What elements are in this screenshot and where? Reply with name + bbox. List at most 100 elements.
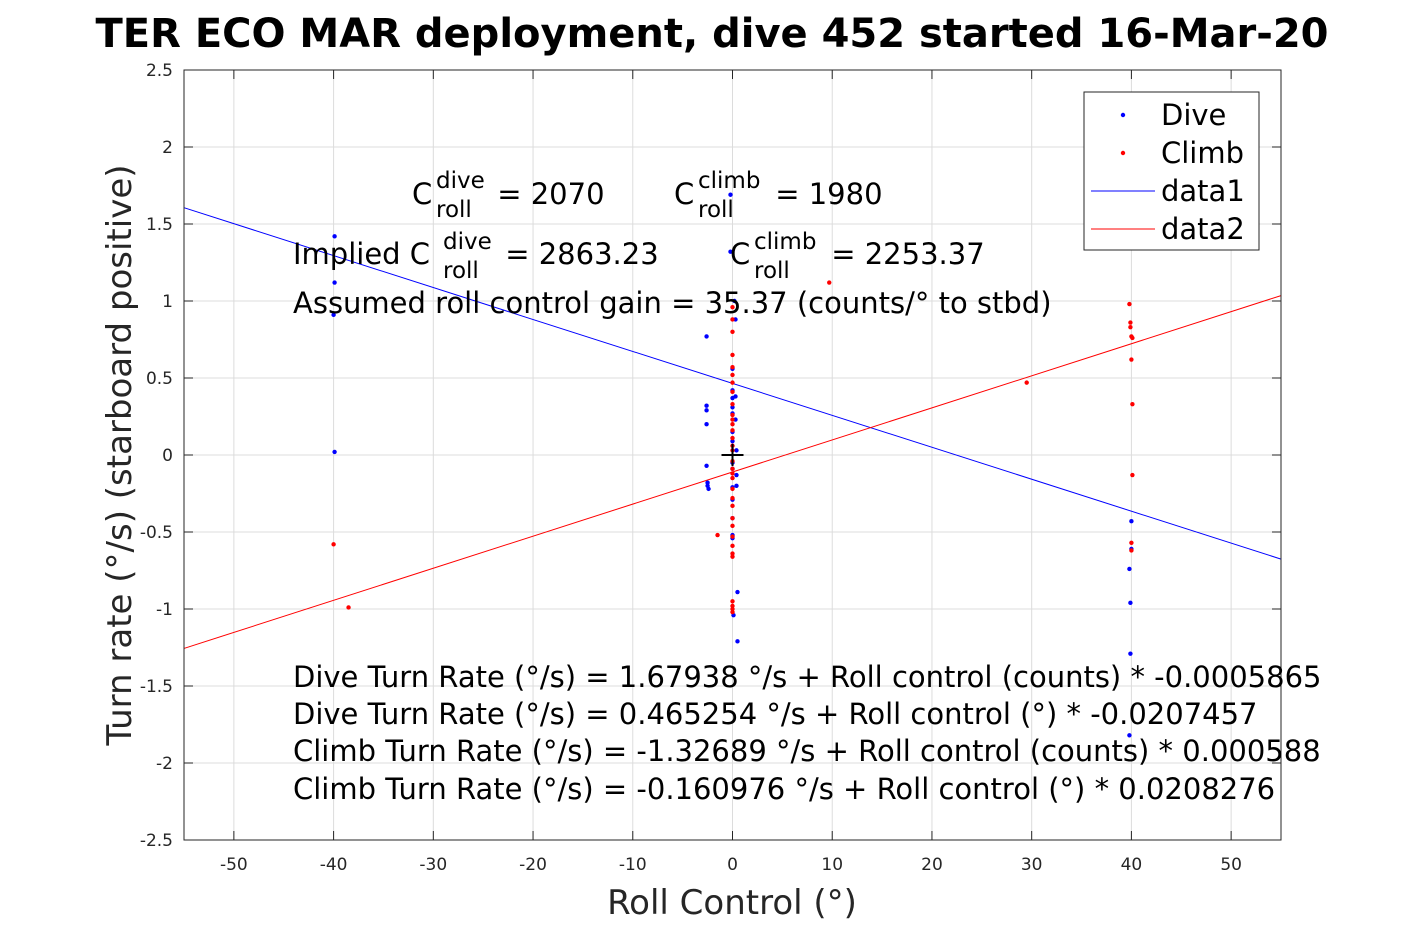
point-climb [730, 422, 735, 427]
point-climb [730, 475, 735, 481]
legend-label-dive: Dive [1161, 98, 1226, 132]
point-dive [704, 403, 709, 408]
point-dive [332, 280, 337, 285]
x-tick-label: -10 [619, 855, 647, 875]
x-tick-label: 20 [921, 855, 943, 875]
x-tick-label: 0 [727, 855, 738, 875]
point-climb [730, 304, 735, 310]
point-climb [730, 428, 735, 433]
x-tick-label: -20 [519, 855, 547, 875]
point-dive [734, 448, 739, 453]
point-climb [730, 551, 735, 556]
point-climb [730, 599, 735, 604]
point-dive [1127, 566, 1132, 572]
x-tick-label: -50 [220, 855, 248, 875]
x-tick-label: 40 [1121, 855, 1143, 875]
y-tick-label: -1 [156, 600, 173, 620]
annotation-eq-1: Dive Turn Rate (°/s) = 1.67938 °/s + Rol… [293, 660, 1321, 694]
x-tick-label: 10 [821, 855, 843, 875]
y-tick-label: -1.5 [140, 677, 173, 697]
point-dive [705, 480, 710, 485]
point-dive [704, 463, 709, 468]
point-climb [730, 554, 735, 559]
x-axis-label: Roll Control (°) [607, 883, 857, 923]
point-dive [730, 405, 735, 410]
c-dive-base: C [412, 177, 432, 211]
annotation-implied-dive: Implied C dive roll = 2863.23 [293, 229, 659, 284]
point-dive [728, 192, 733, 197]
point-climb [730, 352, 735, 358]
implied-dive-sub: roll [443, 258, 479, 284]
y-tick-label: -2 [156, 754, 173, 774]
point-dive [704, 422, 709, 427]
legend-label-data1: data1 [1161, 174, 1245, 208]
annotation-gain: Assumed roll control gain = 35.37 (count… [293, 286, 1052, 320]
y-tick-label: 1.5 [146, 215, 173, 235]
point-climb [730, 523, 735, 529]
point-dive [1128, 651, 1133, 656]
implied-climb-sup: climb [754, 229, 816, 255]
implied-dive-value: = 2863.23 [496, 237, 659, 271]
point-climb [1127, 301, 1132, 307]
point-climb [1128, 320, 1133, 325]
c-climb-base: C [674, 177, 694, 211]
point-climb [1130, 401, 1135, 407]
point-climb [715, 532, 720, 538]
point-climb [730, 495, 735, 501]
implied-climb-base: C [730, 237, 750, 271]
c-dive-value: = 2070 [488, 177, 605, 211]
point-climb [730, 317, 735, 322]
point-dive [332, 234, 337, 239]
point-dive [1128, 600, 1133, 606]
point-climb [1128, 324, 1133, 330]
legend-marker-climb [1120, 150, 1126, 156]
point-climb [1129, 548, 1134, 553]
point-dive [728, 249, 733, 254]
point-dive [704, 334, 709, 339]
point-dive [332, 449, 337, 455]
annotation-c-dive: C dive roll = 2070 [412, 168, 605, 223]
point-climb [730, 471, 735, 476]
point-dive [331, 312, 336, 318]
y-tick-label: 0 [162, 446, 173, 466]
point-climb [730, 543, 735, 549]
point-dive [732, 298, 737, 304]
annotation-c-climb: C climb roll = 1980 [674, 168, 883, 223]
y-tick-label: 2 [162, 138, 173, 158]
implied-climb-sub: roll [754, 258, 790, 284]
y-axis-label: Turn rate (°/s) (starboard positive) [100, 164, 140, 746]
point-climb [1024, 380, 1029, 385]
point-dive [1127, 733, 1132, 738]
point-climb [730, 603, 735, 609]
implied-dive-sup: dive [443, 229, 492, 255]
point-climb [730, 365, 735, 370]
point-climb [730, 515, 735, 521]
point-climb [730, 389, 735, 395]
point-climb [730, 417, 735, 422]
point-climb [730, 329, 735, 334]
point-climb [730, 609, 735, 615]
chart-title: TER ECO MAR deployment, dive 452 started… [95, 11, 1328, 57]
point-climb [1130, 335, 1135, 341]
point-dive [733, 394, 738, 399]
data-points [331, 192, 1135, 738]
point-climb [730, 435, 735, 441]
point-climb [730, 380, 735, 385]
point-climb [1129, 357, 1134, 362]
point-climb [730, 486, 735, 492]
point-climb [346, 605, 351, 610]
point-climb [730, 534, 735, 539]
y-tick-label: 1 [162, 292, 173, 312]
legend-label-climb: Climb [1161, 136, 1244, 170]
y-tick-label: 2.5 [146, 61, 173, 81]
point-dive [735, 639, 740, 644]
y-tick-labels: -2.5 -2 -1.5 -1 -0.5 0 0.5 1 1.5 2 2.5 [140, 61, 173, 851]
point-dive [734, 472, 739, 478]
origin-marker [721, 444, 744, 466]
x-tick-labels: -50 -40 -30 -20 -10 0 10 20 30 40 50 [220, 855, 1242, 875]
point-climb [730, 412, 735, 418]
implied-climb-value: = 2253.37 [822, 237, 985, 271]
point-dive [706, 486, 711, 492]
x-tick-label: -40 [320, 855, 348, 875]
